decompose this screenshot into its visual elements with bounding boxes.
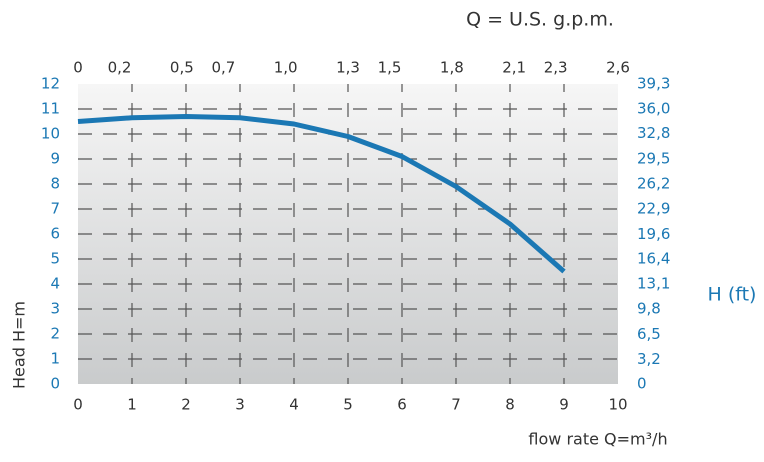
x2-tick-label: 0,7 xyxy=(211,59,235,77)
x-tick-label: 1 xyxy=(127,396,137,414)
y2-tick-label: 22,9 xyxy=(637,200,670,218)
y2-tick-label: 13,1 xyxy=(637,275,670,293)
y-tick-label: 8 xyxy=(50,175,60,193)
y2-tick-label: 0 xyxy=(637,375,647,393)
x-tick-label: 8 xyxy=(505,396,515,414)
x-tick-label: 4 xyxy=(289,396,299,414)
x2-tick-label: 2,6 xyxy=(606,59,630,77)
x2-tick-label: 1,5 xyxy=(378,59,402,77)
x-tick-label: 2 xyxy=(181,396,191,414)
x2-tick-label: 0 xyxy=(73,59,83,77)
chart-title: Q = U.S. g.p.m. xyxy=(466,9,614,31)
y2-tick-label: 39,3 xyxy=(637,75,670,93)
y-tick-label: 4 xyxy=(50,275,60,293)
x-tick-label: 9 xyxy=(559,396,569,414)
x-tick-label: 0 xyxy=(73,396,83,414)
y-tick-label: 2 xyxy=(50,325,60,343)
y2-axis-label: H (ft) xyxy=(708,284,757,306)
y2-tick-label: 9,8 xyxy=(637,300,661,318)
y2-tick-label: 36,0 xyxy=(637,100,670,118)
x-tick-label: 10 xyxy=(608,396,627,414)
y-tick-label: 7 xyxy=(50,200,60,218)
x2-tick-label: 1,8 xyxy=(440,59,464,77)
y2-tick-label: 26,2 xyxy=(637,175,670,193)
x2-tick-label: 0,5 xyxy=(170,59,194,77)
y-tick-label: 1 xyxy=(50,350,60,368)
x2-tick-label: 1,3 xyxy=(336,59,360,77)
x-tick-label: 7 xyxy=(451,396,461,414)
x2-tick-label: 0,2 xyxy=(108,59,132,77)
y2-tick-label: 6,5 xyxy=(637,325,661,343)
x-tick-label: 5 xyxy=(343,396,353,414)
y-tick-label: 12 xyxy=(41,75,60,93)
y-tick-label: 0 xyxy=(50,375,60,393)
y-tick-label: 9 xyxy=(50,150,60,168)
y-axis-label: Head H=m xyxy=(10,301,29,389)
y2-tick-label: 16,4 xyxy=(637,249,670,267)
y-tick-label: 6 xyxy=(50,225,60,243)
data-line xyxy=(77,114,566,274)
y2-tick-label: 19,6 xyxy=(637,225,670,243)
y2-tick-label: 29,5 xyxy=(637,149,670,167)
x-tick-label: 3 xyxy=(235,396,245,414)
x2-tick-label: 2,1 xyxy=(502,59,526,77)
x-axis-label: flow rate Q=m³/h xyxy=(528,430,667,449)
y-tick-label: 11 xyxy=(41,100,60,118)
x-tick-label: 6 xyxy=(397,396,407,414)
y2-tick-label: 3,2 xyxy=(637,350,661,368)
y-tick-label: 10 xyxy=(41,125,60,143)
y-tick-label: 5 xyxy=(50,250,60,268)
x2-tick-label: 2,3 xyxy=(544,59,568,77)
y-tick-label: 3 xyxy=(50,300,60,318)
x2-tick-label: 1,0 xyxy=(274,59,298,77)
y2-tick-label: 32,8 xyxy=(637,124,670,142)
